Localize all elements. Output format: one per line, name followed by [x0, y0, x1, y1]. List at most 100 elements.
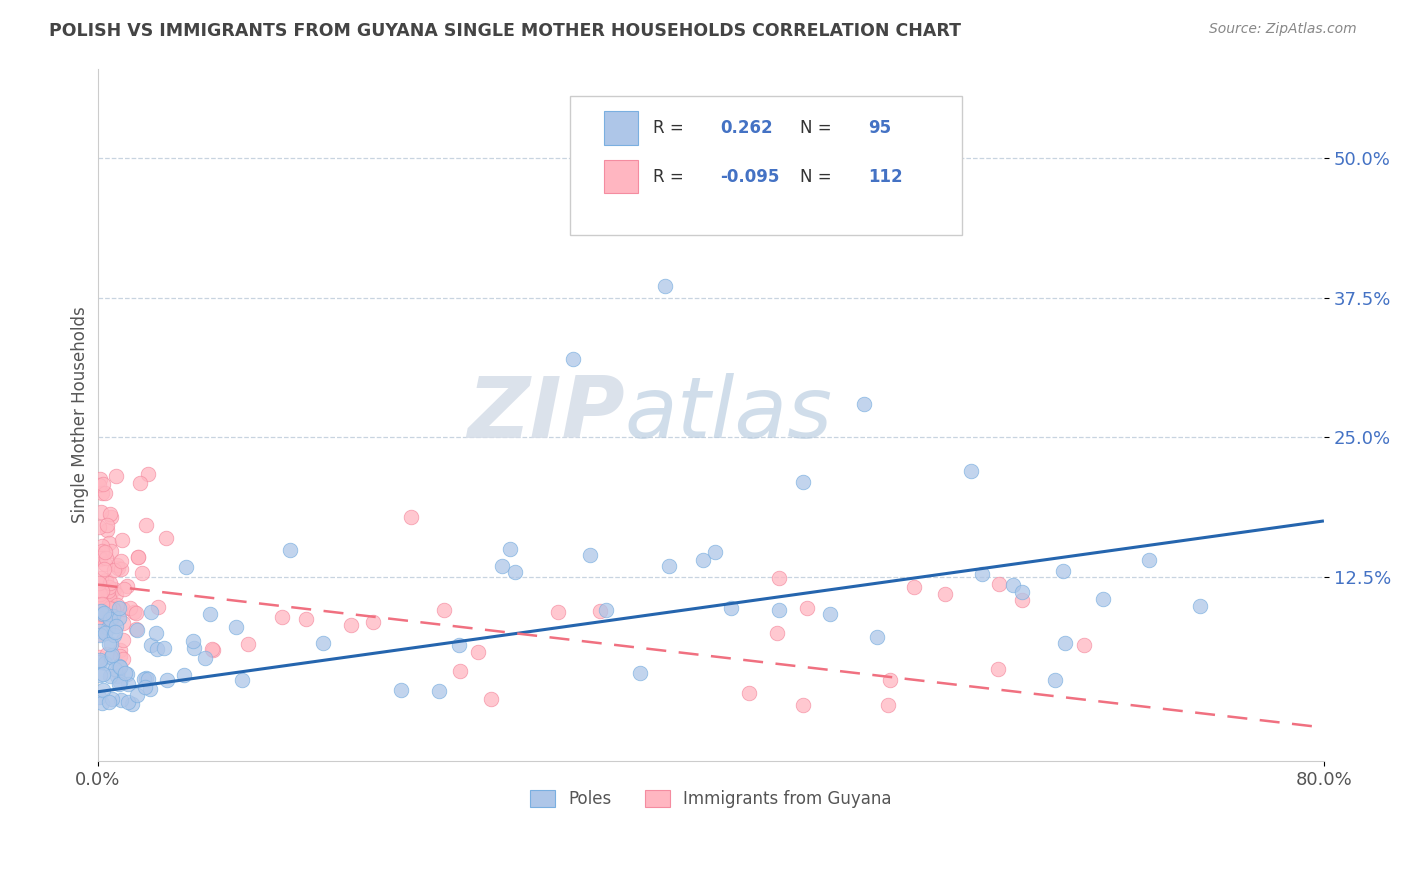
Point [127, 688, 149, 702]
Point [1011, 585, 1033, 599]
Point [96, 523, 118, 537]
Point [658, 558, 681, 573]
Point [100, 510, 122, 524]
Point [97, 621, 120, 635]
Point [89, 656, 111, 670]
Point [104, 624, 127, 639]
Point [589, 604, 612, 618]
Point [89, 628, 111, 642]
Point [1073, 638, 1095, 652]
Point [100, 544, 122, 558]
Point [138, 467, 160, 482]
Point [100, 650, 122, 665]
Point [1092, 592, 1115, 607]
Point [730, 185, 752, 199]
Text: Source: ZipAtlas.com: Source: ZipAtlas.com [1209, 22, 1357, 37]
Point [103, 601, 125, 615]
Point [93, 562, 115, 576]
Point [853, 396, 876, 410]
Point [110, 554, 132, 568]
Point [103, 563, 125, 577]
Point [89, 624, 111, 639]
Point [89, 552, 111, 566]
Point [1052, 564, 1074, 578]
Point [97, 583, 120, 598]
Point [91, 666, 114, 681]
Point [90, 539, 112, 553]
Point [547, 605, 569, 619]
Point [87, 587, 110, 601]
Point [595, 603, 617, 617]
Point [768, 570, 790, 584]
Point [499, 542, 522, 557]
Point [97, 695, 120, 709]
Point [103, 582, 125, 596]
Point [389, 682, 412, 697]
Point [97, 588, 120, 602]
Point [194, 650, 217, 665]
Point [103, 602, 125, 616]
Point [91, 544, 114, 558]
Point [97, 580, 120, 594]
Point [90, 546, 112, 560]
Point [105, 669, 128, 683]
Point [236, 637, 259, 651]
Point [104, 587, 127, 601]
Point [765, 625, 787, 640]
Point [987, 577, 1010, 591]
Y-axis label: Single Mother Households: Single Mother Households [72, 307, 89, 524]
Point [129, 475, 152, 490]
Point [89, 619, 111, 633]
Point [87, 576, 110, 591]
Point [960, 464, 983, 478]
Point [96, 518, 118, 533]
Point [89, 627, 111, 641]
Point [432, 602, 454, 616]
Point [703, 545, 725, 559]
Point [181, 633, 204, 648]
Point [90, 486, 112, 500]
Point [796, 601, 818, 615]
Point [93, 606, 115, 620]
Point [87, 597, 110, 611]
Point [104, 662, 127, 676]
Point [792, 698, 814, 713]
Point [98, 575, 121, 590]
Point [90, 571, 112, 585]
Point [561, 351, 583, 366]
Point [117, 666, 139, 681]
Point [738, 686, 761, 700]
Text: 95: 95 [868, 119, 891, 137]
Point [107, 665, 129, 679]
Text: N =: N = [800, 168, 837, 186]
Point [399, 509, 422, 524]
Legend: Poles, Immigrants from Guyana: Poles, Immigrants from Guyana [523, 783, 898, 815]
Point [90, 609, 112, 624]
Point [176, 560, 198, 574]
Point [654, 279, 676, 293]
Point [87, 650, 110, 665]
Point [96, 647, 118, 661]
Point [340, 617, 363, 632]
Point [447, 638, 470, 652]
Text: -0.095: -0.095 [720, 168, 780, 186]
Point [90, 589, 112, 603]
Point [89, 653, 111, 667]
Point [90, 597, 112, 611]
Point [89, 472, 111, 486]
Point [98, 536, 121, 550]
FancyBboxPatch shape [605, 112, 638, 145]
Point [100, 637, 122, 651]
Point [91, 683, 114, 698]
Point [877, 698, 900, 713]
Point [108, 658, 131, 673]
Point [94, 485, 117, 500]
Point [1137, 553, 1160, 567]
Point [231, 673, 253, 688]
Point [970, 566, 993, 581]
Point [97, 600, 120, 615]
Point [125, 607, 148, 621]
Point [135, 517, 157, 532]
Point [121, 697, 143, 711]
Point [200, 607, 222, 621]
